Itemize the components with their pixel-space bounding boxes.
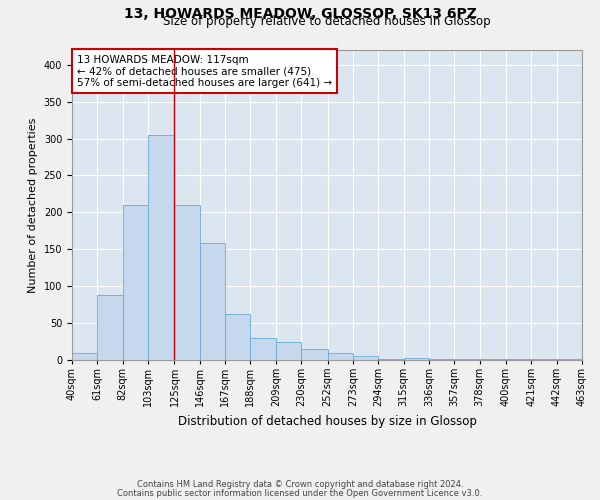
- Text: Contains HM Land Registry data © Crown copyright and database right 2024.: Contains HM Land Registry data © Crown c…: [137, 480, 463, 489]
- Bar: [454, 358, 479, 360]
- Bar: [328, 352, 353, 360]
- Bar: [148, 135, 175, 360]
- Title: Size of property relative to detached houses in Glossop: Size of property relative to detached ho…: [163, 15, 491, 28]
- Bar: [353, 356, 378, 360]
- Bar: [301, 349, 328, 360]
- Bar: [225, 314, 250, 360]
- Bar: [97, 295, 122, 360]
- Bar: [250, 338, 276, 360]
- X-axis label: Distribution of detached houses by size in Glossop: Distribution of detached houses by size …: [178, 415, 476, 428]
- Bar: [175, 205, 200, 360]
- Bar: [72, 352, 97, 360]
- Bar: [276, 342, 301, 360]
- Text: 13 HOWARDS MEADOW: 117sqm
← 42% of detached houses are smaller (475)
57% of semi: 13 HOWARDS MEADOW: 117sqm ← 42% of detac…: [77, 54, 332, 88]
- Bar: [122, 205, 148, 360]
- Text: 13, HOWARDS MEADOW, GLOSSOP, SK13 6PZ: 13, HOWARDS MEADOW, GLOSSOP, SK13 6PZ: [124, 8, 476, 22]
- Bar: [532, 358, 557, 360]
- Bar: [378, 358, 404, 360]
- Bar: [404, 358, 429, 360]
- Bar: [200, 244, 225, 360]
- Text: Contains public sector information licensed under the Open Government Licence v3: Contains public sector information licen…: [118, 489, 482, 498]
- Y-axis label: Number of detached properties: Number of detached properties: [28, 118, 38, 292]
- Bar: [429, 358, 454, 360]
